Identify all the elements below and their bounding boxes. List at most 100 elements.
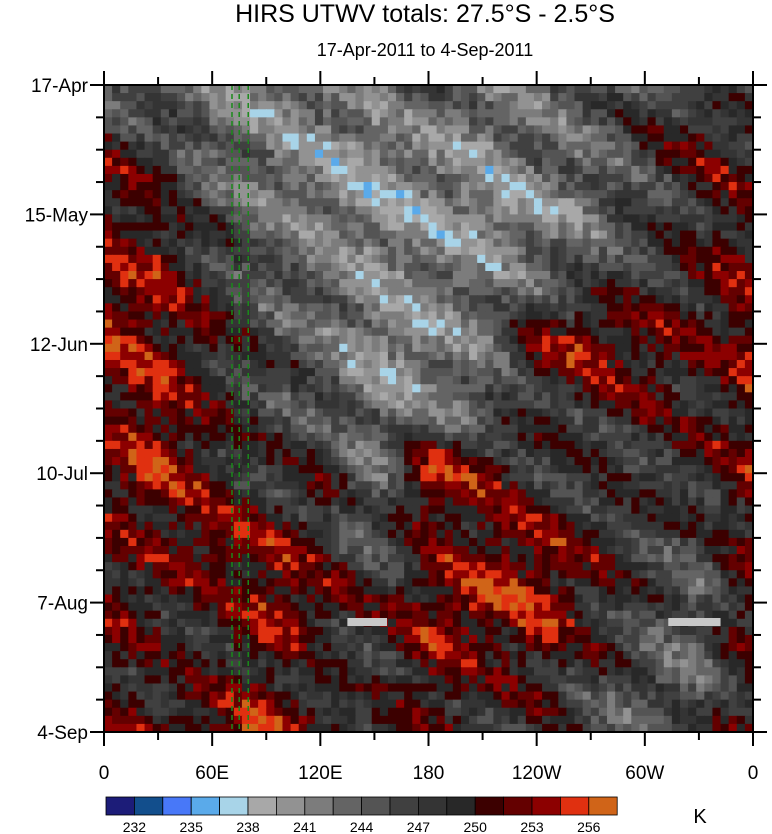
heatmap-cell bbox=[517, 359, 527, 369]
heatmap-cell bbox=[233, 473, 243, 482]
heatmap-cell bbox=[225, 303, 235, 313]
heatmap-cell bbox=[574, 351, 584, 361]
heatmap-cell bbox=[152, 586, 162, 596]
heatmap-cell bbox=[371, 141, 381, 151]
heatmap-cell bbox=[266, 497, 275, 507]
heatmap-cell bbox=[120, 384, 129, 393]
heatmap-cell bbox=[485, 521, 494, 531]
heatmap-cell bbox=[104, 554, 113, 563]
heatmap-cell bbox=[655, 440, 665, 450]
heatmap-cell bbox=[566, 222, 576, 232]
heatmap-cell bbox=[128, 505, 138, 515]
heatmap-cell bbox=[193, 562, 202, 571]
heatmap-cell bbox=[379, 295, 389, 304]
heatmap-cell bbox=[631, 117, 641, 127]
heatmap-cell bbox=[688, 149, 697, 159]
heatmap-cell bbox=[469, 457, 478, 466]
heatmap-cell bbox=[525, 117, 535, 127]
heatmap-cell bbox=[112, 424, 121, 434]
heatmap-cell bbox=[193, 141, 202, 151]
heatmap-cell bbox=[387, 481, 397, 490]
heatmap-cell bbox=[274, 246, 284, 256]
heatmap-cell bbox=[193, 190, 202, 199]
heatmap-cell bbox=[485, 311, 494, 321]
heatmap-cell bbox=[485, 254, 494, 264]
heatmap-cell bbox=[347, 368, 357, 377]
heatmap-cell bbox=[201, 262, 211, 272]
heatmap-cell bbox=[444, 279, 454, 288]
heatmap-cell bbox=[193, 481, 202, 490]
heatmap-cell bbox=[152, 505, 162, 515]
heatmap-cell bbox=[120, 246, 129, 256]
heatmap-cell bbox=[290, 481, 300, 490]
heatmap-cell bbox=[525, 440, 535, 450]
heatmap-cell bbox=[736, 489, 746, 499]
heatmap-cell bbox=[250, 133, 259, 143]
heatmap-cell bbox=[444, 125, 454, 135]
heatmap-cell bbox=[452, 384, 462, 393]
heatmap-cell bbox=[323, 173, 332, 183]
heatmap-cell bbox=[558, 182, 568, 191]
heatmap-cell bbox=[387, 230, 397, 240]
heatmap-cell bbox=[525, 529, 535, 539]
heatmap-cell bbox=[185, 165, 194, 175]
heatmap-cell bbox=[168, 93, 178, 102]
heatmap-cell bbox=[120, 279, 129, 288]
heatmap-cell bbox=[290, 165, 300, 175]
heatmap-cell bbox=[598, 392, 608, 402]
heatmap-cell bbox=[314, 481, 324, 490]
heatmap-cell bbox=[306, 222, 316, 232]
heatmap-cell bbox=[533, 408, 543, 418]
heatmap-cell bbox=[371, 570, 381, 579]
heatmap-cell bbox=[623, 384, 632, 393]
heatmap-cell bbox=[485, 182, 494, 191]
heatmap-cell bbox=[152, 448, 162, 458]
heatmap-cell bbox=[517, 287, 527, 296]
heatmap-cell bbox=[290, 384, 300, 393]
heatmap-cell bbox=[688, 578, 697, 588]
heatmap-cell bbox=[241, 141, 251, 151]
heatmap-cell bbox=[720, 238, 730, 248]
heatmap-cell bbox=[412, 513, 421, 523]
heatmap-cell bbox=[509, 489, 519, 499]
heatmap-cell bbox=[266, 230, 275, 240]
heatmap-cell bbox=[233, 206, 243, 215]
heatmap-cell bbox=[177, 473, 186, 482]
heatmap-cell bbox=[396, 529, 405, 539]
heatmap-cell bbox=[631, 173, 641, 183]
heatmap-cell bbox=[631, 554, 641, 563]
heatmap-cell bbox=[582, 117, 592, 127]
heatmap-cell bbox=[744, 570, 754, 579]
heatmap-cell bbox=[590, 359, 600, 369]
heatmap-cell bbox=[744, 554, 754, 563]
heatmap-cell bbox=[112, 141, 121, 151]
heatmap-cell bbox=[509, 133, 519, 143]
heatmap-cell bbox=[582, 424, 592, 434]
heatmap-cell bbox=[144, 319, 154, 329]
heatmap-cell bbox=[623, 141, 632, 151]
heatmap-cell bbox=[185, 497, 194, 507]
heatmap-cell bbox=[274, 303, 284, 313]
heatmap-cell bbox=[120, 149, 129, 159]
heatmap-cell bbox=[331, 93, 340, 102]
heatmap-cell bbox=[590, 109, 600, 118]
heatmap-cell bbox=[720, 578, 730, 588]
heatmap-cell bbox=[387, 432, 397, 442]
heatmap-cell bbox=[647, 141, 657, 151]
heatmap-cell bbox=[655, 262, 665, 272]
heatmap-cell bbox=[185, 537, 194, 547]
heatmap-cell bbox=[177, 254, 186, 264]
heatmap-cell bbox=[120, 505, 129, 515]
heatmap-cell bbox=[444, 416, 454, 426]
heatmap-cell bbox=[671, 109, 681, 118]
heatmap-cell bbox=[282, 125, 292, 135]
heatmap-cell bbox=[347, 149, 357, 159]
heatmap-cell bbox=[339, 384, 348, 393]
heatmap-cell bbox=[136, 101, 146, 110]
heatmap-cell bbox=[266, 408, 275, 418]
heatmap-cell bbox=[679, 554, 689, 563]
heatmap-cell bbox=[679, 521, 689, 531]
heatmap-cell bbox=[112, 416, 121, 426]
heatmap-cell bbox=[501, 537, 511, 547]
heatmap-cell bbox=[460, 173, 470, 183]
